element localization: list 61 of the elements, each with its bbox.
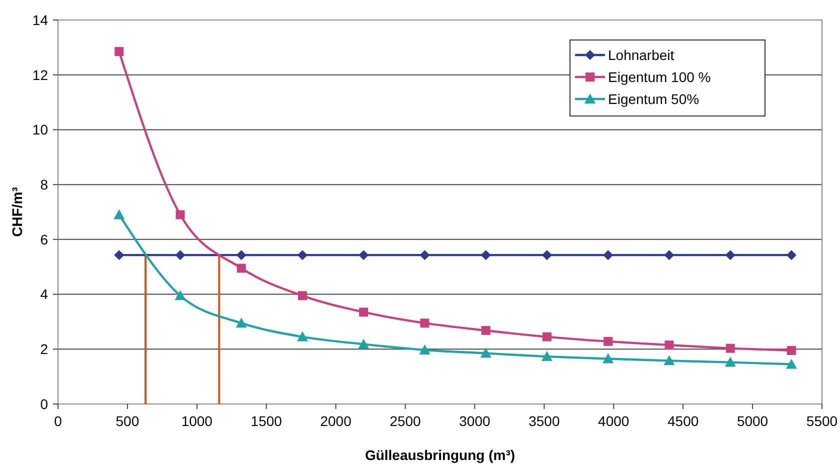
x-tick-label: 4500	[668, 413, 699, 429]
point	[664, 340, 674, 350]
point	[541, 351, 552, 362]
y-tick-label: 10	[32, 122, 48, 138]
y-tick-label: 14	[32, 12, 48, 28]
y-tick-label: 12	[32, 66, 48, 83]
legend-label: Eigentum 50%	[608, 90, 700, 107]
x-tick-label: 5500	[806, 413, 838, 429]
point	[236, 318, 247, 328]
point	[542, 332, 552, 342]
x-tick-label: 5000	[736, 413, 768, 429]
point	[786, 358, 797, 369]
point	[664, 355, 675, 366]
point	[358, 250, 369, 260]
x-tick-label: 1000	[181, 413, 213, 429]
point	[236, 264, 246, 273]
point	[542, 250, 552, 260]
x-tick-label: 3500	[528, 413, 560, 429]
y-tick-label: 8	[40, 176, 48, 192]
point	[297, 250, 308, 260]
x-tick-label: 2000	[320, 413, 352, 429]
x-tick-label: 2500	[390, 413, 422, 429]
point	[175, 250, 186, 260]
point	[176, 210, 185, 220]
legend-label: Eigentum 100 %	[608, 68, 711, 85]
x-tick-label: 3000	[459, 413, 491, 429]
x-tick-label: 0	[54, 413, 62, 429]
point	[664, 250, 674, 260]
y-axis-title: CHF/m³	[9, 186, 25, 237]
point	[726, 344, 735, 353]
point	[358, 338, 370, 349]
point	[603, 250, 614, 260]
point	[786, 250, 796, 260]
point	[359, 308, 368, 317]
point	[604, 336, 613, 346]
y-tick-label: 6	[40, 231, 48, 248]
point	[419, 344, 430, 354]
point	[724, 356, 736, 367]
point	[174, 290, 186, 300]
point	[114, 250, 124, 260]
x-tick-label: 1500	[250, 413, 282, 429]
point	[480, 250, 491, 260]
y-tick-label: 2	[40, 341, 48, 358]
y-tick-label: 4	[40, 286, 48, 302]
x-tick-label: 4000	[598, 413, 630, 429]
x-tick-label: 500	[116, 413, 140, 429]
point	[114, 209, 125, 220]
point	[296, 331, 308, 342]
legend-label: Lohnarbeit	[608, 46, 674, 63]
point	[420, 250, 430, 260]
point	[602, 353, 614, 364]
x-axis-title: Gülleausbringung (m³)	[364, 447, 516, 463]
point	[725, 250, 736, 260]
point	[481, 326, 490, 335]
point	[298, 291, 307, 300]
point	[420, 318, 430, 328]
point	[114, 47, 124, 56]
y-tick-label: 0	[40, 396, 48, 412]
point	[480, 348, 492, 358]
point	[786, 346, 796, 356]
point	[236, 250, 246, 260]
